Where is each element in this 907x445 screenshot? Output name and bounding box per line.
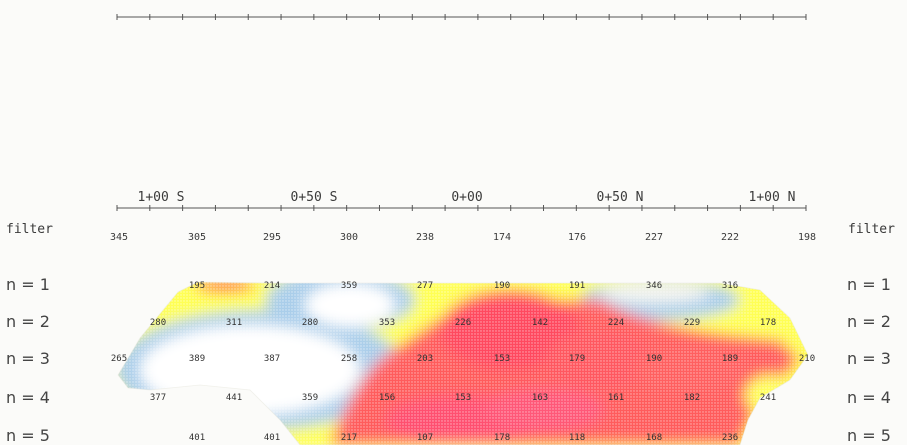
resistivity-value: 203 bbox=[417, 354, 433, 364]
resistivity-value: 236 bbox=[722, 433, 738, 443]
resistivity-value: 316 bbox=[722, 281, 738, 291]
row-label-left: n = 3 bbox=[6, 349, 50, 368]
resistivity-value: 265 bbox=[111, 354, 127, 364]
station-label-1: 1+00 S bbox=[138, 190, 185, 205]
resistivity-value: 387 bbox=[264, 354, 280, 364]
row-label-right: n = 2 bbox=[847, 312, 891, 331]
row-label-left: n = 2 bbox=[6, 312, 50, 331]
filter-value: 227 bbox=[645, 232, 663, 243]
row-label-right: n = 1 bbox=[847, 275, 891, 294]
resistivity-value: 353 bbox=[379, 318, 395, 328]
resistivity-value: 229 bbox=[684, 318, 700, 328]
resistivity-value: 359 bbox=[341, 281, 357, 291]
resistivity-value: 182 bbox=[684, 393, 700, 403]
resistivity-value: 311 bbox=[226, 318, 242, 328]
resistivity-value: 142 bbox=[532, 318, 548, 328]
top-axis bbox=[116, 14, 807, 20]
resistivity-value: 280 bbox=[302, 318, 318, 328]
resistivity-values: 195 214 359 277 190 191 346 316 280 311 280 353 226 1… bbox=[111, 281, 815, 443]
resistivity-value: 168 bbox=[646, 433, 662, 443]
row-label-left: n = 5 bbox=[6, 426, 50, 445]
row-labels: n = 1 n = 1 n = 2 n = 2 n = 3 n = 3 n = 4 n = 4… bbox=[6, 275, 891, 445]
filter-value: 176 bbox=[568, 232, 586, 243]
station-label-4: 0+50 N bbox=[597, 190, 644, 205]
resistivity-value: 226 bbox=[455, 318, 471, 328]
row-label-left: n = 1 bbox=[6, 275, 50, 294]
filter-value: 305 bbox=[188, 232, 206, 243]
filter-values-row: 345 305 295 300 238 174 176 227 222 198 bbox=[110, 232, 816, 243]
resistivity-value: 178 bbox=[494, 433, 510, 443]
resistivity-value: 277 bbox=[417, 281, 433, 291]
resistivity-value: 217 bbox=[341, 433, 357, 443]
resistivity-value: 258 bbox=[341, 354, 357, 364]
filter-value: 238 bbox=[416, 232, 434, 243]
resistivity-value: 210 bbox=[799, 354, 815, 364]
resistivity-value: 118 bbox=[569, 433, 585, 443]
resistivity-value: 214 bbox=[264, 281, 280, 291]
station-label-3: 0+00 bbox=[451, 190, 482, 205]
filter-value: 300 bbox=[340, 232, 358, 243]
resistivity-value: 401 bbox=[189, 433, 205, 443]
resistivity-value: 153 bbox=[455, 393, 471, 403]
resistivity-value: 195 bbox=[189, 281, 205, 291]
row-label-left: n = 4 bbox=[6, 388, 50, 407]
resistivity-value: 346 bbox=[646, 281, 662, 291]
resistivity-value: 280 bbox=[150, 318, 166, 328]
resistivity-value: 163 bbox=[532, 393, 548, 403]
resistivity-value: 190 bbox=[494, 281, 510, 291]
resistivity-value: 401 bbox=[264, 433, 280, 443]
filter-value: 222 bbox=[721, 232, 739, 243]
row-label-right: n = 5 bbox=[847, 426, 891, 445]
resistivity-value: 179 bbox=[569, 354, 585, 364]
filter-value: 295 bbox=[263, 232, 281, 243]
station-label-2: 0+50 S bbox=[291, 190, 338, 205]
row-label-right: n = 3 bbox=[847, 349, 891, 368]
row-label-right: n = 4 bbox=[847, 388, 891, 407]
resistivity-value: 156 bbox=[379, 393, 395, 403]
station-axis: 1+00 S 0+50 S 0+00 0+50 N 1+00 N bbox=[116, 190, 807, 211]
resistivity-value: 377 bbox=[150, 393, 166, 403]
filter-value: 174 bbox=[493, 232, 511, 243]
resistivity-value: 389 bbox=[189, 354, 205, 364]
resistivity-value: 190 bbox=[646, 354, 662, 364]
resistivity-value: 161 bbox=[608, 393, 624, 403]
resistivity-value: 191 bbox=[569, 281, 585, 291]
filter-value: 345 bbox=[110, 232, 128, 243]
filter-label-left: filter bbox=[6, 222, 53, 237]
resistivity-value: 153 bbox=[494, 354, 510, 364]
resistivity-value: 178 bbox=[760, 318, 776, 328]
resistivity-value: 224 bbox=[608, 318, 624, 328]
filter-value: 198 bbox=[798, 232, 816, 243]
section-outline bbox=[117, 281, 809, 445]
resistivity-value: 241 bbox=[760, 393, 776, 403]
resistivity-value: 189 bbox=[722, 354, 738, 364]
resistivity-value: 359 bbox=[302, 393, 318, 403]
resistivity-value: 107 bbox=[417, 433, 433, 443]
resistivity-value: 441 bbox=[226, 393, 242, 403]
station-label-5: 1+00 N bbox=[749, 190, 796, 205]
filter-label-right: filter bbox=[848, 222, 895, 237]
